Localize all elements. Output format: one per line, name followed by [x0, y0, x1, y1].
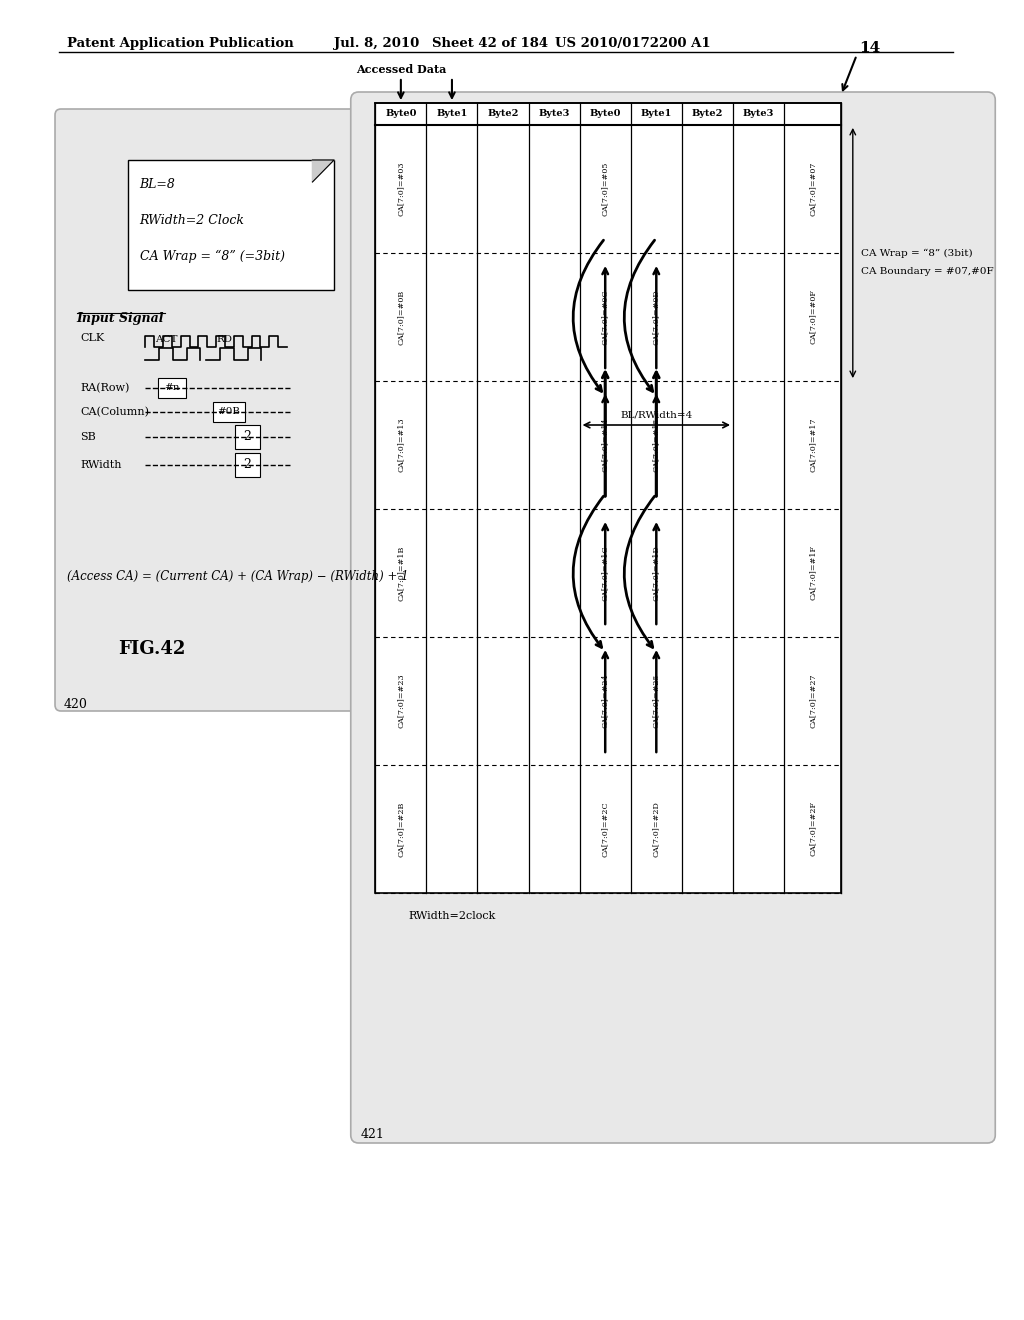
Text: CA[7:0]=#14: CA[7:0]=#14	[601, 417, 609, 473]
Text: CA[7:0]=#05: CA[7:0]=#05	[601, 162, 609, 216]
FancyBboxPatch shape	[55, 110, 386, 711]
Text: US 2010/0172200 A1: US 2010/0172200 A1	[555, 37, 711, 50]
Text: Byte0: Byte0	[385, 110, 417, 119]
FancyBboxPatch shape	[158, 378, 185, 399]
Text: CA[7:0]=#2D: CA[7:0]=#2D	[652, 801, 660, 857]
Text: Jul. 8, 2010: Jul. 8, 2010	[334, 37, 419, 50]
Text: (Access CA) = (Current CA) + (CA Wrap) − (RWidth) + 1: (Access CA) = (Current CA) + (CA Wrap) −…	[67, 570, 409, 583]
Text: CA[7:0]=#1F: CA[7:0]=#1F	[809, 545, 816, 601]
Text: Byte3: Byte3	[539, 110, 569, 119]
Text: CA[7:0]=#0D: CA[7:0]=#0D	[652, 289, 660, 345]
Text: 14: 14	[859, 41, 880, 55]
Text: CA[7:0]=#0B: CA[7:0]=#0B	[397, 289, 404, 345]
Text: CLK: CLK	[81, 333, 104, 343]
Text: CA[7:0]=#2B: CA[7:0]=#2B	[397, 801, 404, 857]
Text: Byte1: Byte1	[436, 110, 468, 119]
Text: CA(Column): CA(Column)	[81, 407, 150, 417]
Text: CA[7:0]=#23: CA[7:0]=#23	[397, 673, 404, 729]
Text: CA[7:0]=#1B: CA[7:0]=#1B	[397, 545, 404, 601]
Text: FIG.42: FIG.42	[119, 640, 186, 657]
Polygon shape	[312, 160, 334, 182]
FancyBboxPatch shape	[351, 92, 995, 1143]
Text: CA[7:0]=#07: CA[7:0]=#07	[809, 162, 816, 216]
Text: CA[7:0]=#2F: CA[7:0]=#2F	[809, 801, 816, 857]
Text: SB: SB	[81, 432, 96, 442]
Text: CA[7:0]=#2C: CA[7:0]=#2C	[601, 801, 609, 857]
FancyBboxPatch shape	[234, 453, 260, 477]
Text: CA[7:0]=#0F: CA[7:0]=#0F	[809, 289, 816, 345]
Text: #0B: #0B	[217, 407, 241, 416]
Bar	[376, 103, 841, 894]
Text: 421: 421	[360, 1129, 384, 1140]
Text: Accessed Data: Accessed Data	[355, 63, 446, 75]
Text: CA[7:0]=#15: CA[7:0]=#15	[652, 417, 660, 473]
Text: CA[7:0]=#0C: CA[7:0]=#0C	[601, 289, 609, 345]
Text: CA[7:0]=#1D: CA[7:0]=#1D	[652, 545, 660, 601]
Text: Input Signal: Input Signal	[77, 312, 164, 325]
Text: Sheet 42 of 184: Sheet 42 of 184	[432, 37, 549, 50]
Text: CA Boundary = #07,#0F: CA Boundary = #07,#0F	[860, 267, 993, 276]
Text: BL/RWidth=4: BL/RWidth=4	[621, 411, 692, 418]
FancyBboxPatch shape	[234, 425, 260, 449]
Text: Byte0: Byte0	[590, 110, 621, 119]
Text: RWidth: RWidth	[81, 459, 122, 470]
Text: ACT: ACT	[155, 335, 177, 345]
Text: Byte2: Byte2	[487, 110, 519, 119]
Text: #n: #n	[164, 383, 179, 392]
Text: Patent Application Publication: Patent Application Publication	[67, 37, 294, 50]
Text: Byte3: Byte3	[742, 110, 774, 119]
Text: CA[7:0]=#1C: CA[7:0]=#1C	[601, 545, 609, 601]
Text: CA[7:0]=#25: CA[7:0]=#25	[652, 673, 660, 729]
Text: RWidth=2 Clock: RWidth=2 Clock	[139, 214, 245, 227]
Text: 2: 2	[244, 458, 252, 470]
Text: CA[7:0]=#24: CA[7:0]=#24	[601, 673, 609, 729]
Text: 2: 2	[244, 429, 252, 442]
Text: RWidth=2clock: RWidth=2clock	[409, 911, 496, 921]
Text: Byte2: Byte2	[691, 110, 723, 119]
Text: Byte1: Byte1	[641, 110, 672, 119]
FancyBboxPatch shape	[213, 403, 245, 422]
Text: CA[7:0]=#17: CA[7:0]=#17	[809, 417, 816, 473]
Text: RA(Row): RA(Row)	[81, 383, 130, 393]
Text: CA Wrap = “8” (3bit): CA Wrap = “8” (3bit)	[860, 248, 973, 257]
Text: BL=8: BL=8	[139, 178, 175, 191]
Text: CA[7:0]=#27: CA[7:0]=#27	[809, 673, 816, 729]
Text: RD: RD	[216, 335, 232, 345]
Text: CA[7:0]=#13: CA[7:0]=#13	[397, 417, 404, 473]
Bar	[128, 160, 334, 290]
Text: 420: 420	[63, 698, 88, 711]
Text: CA[7:0]=#03: CA[7:0]=#03	[397, 162, 404, 216]
Text: CA Wrap = “8” (=3bit): CA Wrap = “8” (=3bit)	[139, 249, 285, 263]
